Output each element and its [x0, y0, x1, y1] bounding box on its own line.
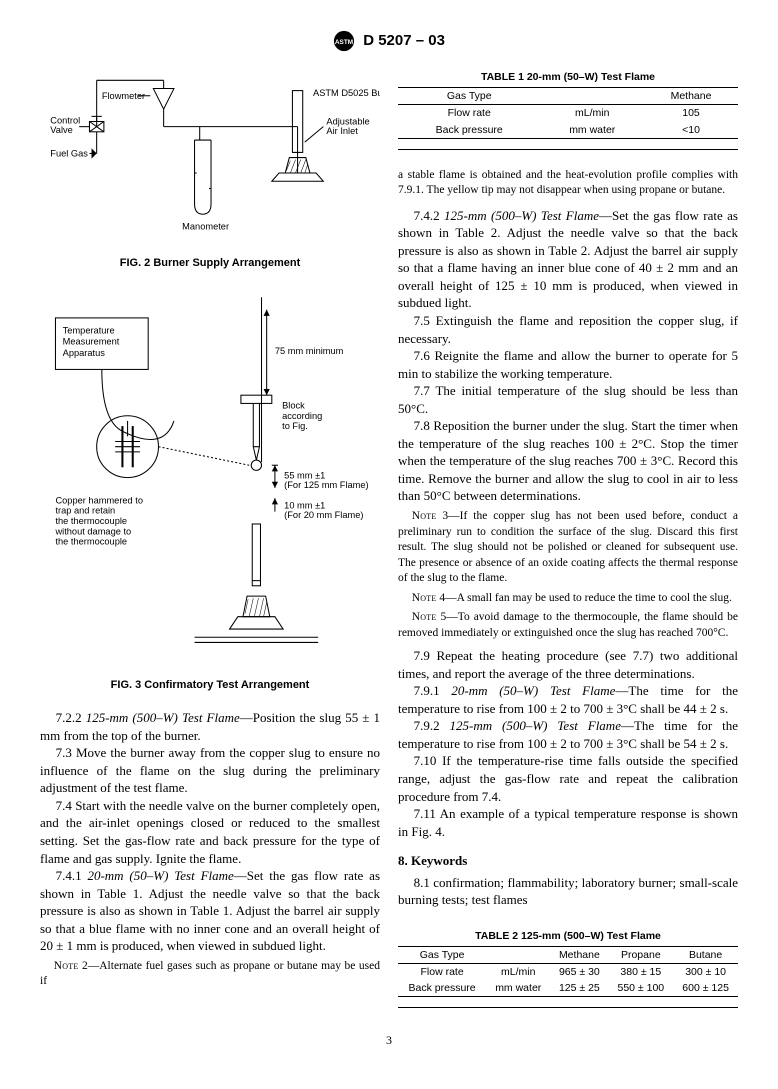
table2-r1c2: 125 ± 25 [550, 980, 608, 997]
table2-r1c1: mm water [486, 980, 550, 997]
section-8-head: 8. Keywords [398, 852, 738, 870]
para-7-9-2: 7.9.2 125-mm (500–W) Test Flame—The time… [398, 717, 738, 752]
table2-r1c0: Back pressure [398, 980, 486, 997]
table2-col0: Methane [550, 946, 608, 963]
para-7-6: 7.6 Reignite the flame and allow the bur… [398, 347, 738, 382]
note-2-cont: a stable flame is obtained and the heat-… [398, 168, 738, 199]
fig2-fuelgas-label: Fuel Gas [50, 149, 88, 159]
para-7-11: 7.11 An example of a typical temperature… [398, 805, 738, 840]
table1-r1c0: Back pressure [398, 122, 540, 139]
table1-rule [398, 149, 738, 150]
note-4: Note 4—A small fan may be used to reduce… [398, 591, 738, 607]
para-7-10: 7.10 If the temperature-rise time falls … [398, 752, 738, 805]
table-1: TABLE 1 20-mm (50–W) Test Flame Gas Type… [398, 70, 738, 139]
fig3-block-label1: Block [282, 400, 305, 410]
table1-r1c1: mm water [540, 122, 644, 139]
table2-r0c4: 300 ± 10 [673, 964, 738, 981]
table2-r0c3: 380 ± 15 [608, 964, 673, 981]
fig3-temp-label2: Measurement [63, 336, 120, 346]
fig2-airinlet-label2: Air Inlet [326, 126, 358, 136]
table2-col2: Butane [673, 946, 738, 963]
table2-col1: Propane [608, 946, 673, 963]
table1-gastype-label: Gas Type [398, 88, 540, 105]
table1-caption: TABLE 1 20-mm (50–W) Test Flame [398, 70, 738, 87]
table2-r1c4: 600 ± 125 [673, 980, 738, 997]
para-7-3: 7.3 Move the burner away from the copper… [40, 744, 380, 797]
fig3-55mm-label2: (For 125 mm Flame) [284, 479, 368, 489]
fig3-copper-note3: the thermocouple [55, 515, 127, 525]
right-column: TABLE 1 20-mm (50–W) Test Flame Gas Type… [398, 70, 738, 1008]
astm-logo-icon: ASTM [333, 30, 355, 52]
para-7-9-1: 7.9.1 20-mm (50–W) Test Flame—The time f… [398, 682, 738, 717]
table1-r0c2: 105 [644, 105, 738, 122]
table2-rule [398, 1007, 738, 1008]
table-2: TABLE 2 125-mm (500–W) Test Flame Gas Ty… [398, 929, 738, 998]
para-7-5: 7.5 Extinguish the flame and reposition … [398, 312, 738, 347]
fig2-valve-label2: Valve [50, 125, 73, 135]
left-column: Flowmeter Control Valve Fuel Gas [40, 70, 380, 1008]
fig3-temp-label3: Apparatus [63, 348, 106, 358]
fig3-caption: FIG. 3 Confirmatory Test Arrangement [40, 678, 380, 693]
fig3-copper-note2: trap and retain [55, 505, 115, 515]
doc-header: ASTM D 5207 – 03 [40, 30, 738, 52]
note-2: Note 2—Alternate fuel gases such as prop… [40, 959, 380, 990]
table1-r0c1: mL/min [540, 105, 644, 122]
table2-caption: TABLE 2 125-mm (500–W) Test Flame [398, 929, 738, 946]
para-7-9: 7.9 Repeat the heating procedure (see 7.… [398, 647, 738, 682]
para-7-4-2: 7.4.2 125-mm (500–W) Test Flame—Set the … [398, 207, 738, 312]
svg-text:ASTM: ASTM [335, 39, 353, 46]
table2-gastype-label: Gas Type [398, 946, 486, 963]
table1-r0c0: Flow rate [398, 105, 540, 122]
fig3-block-label2: according [282, 410, 322, 420]
fig3-block-label3: to Fig. [282, 421, 308, 431]
table1-col-methane: Methane [644, 88, 738, 105]
fig3-10mm-label2: (For 20 mm Flame) [284, 509, 363, 519]
table2-r0c1: mL/min [486, 964, 550, 981]
para-7-7: 7.7 The initial temperature of the slug … [398, 382, 738, 417]
table2-r0c2: 965 ± 30 [550, 964, 608, 981]
figure-3: Temperature Measurement Apparatus Copper… [40, 287, 380, 673]
table1-r1c2: <10 [644, 122, 738, 139]
fig3-75mm-label: 75 mm minimum [275, 345, 344, 355]
para-7-8: 7.8 Reposition the burner under the slug… [398, 417, 738, 505]
para-7-4-1: 7.4.1 20-mm (50–W) Test Flame—Set the ga… [40, 867, 380, 955]
fig3-temp-label1: Temperature [63, 325, 115, 335]
fig3-copper-note5: the thermocouple [55, 536, 127, 546]
fig2-astm-burn-label: ASTM D5025 Burn [313, 88, 380, 98]
fig2-manometer-label: Manometer [182, 222, 229, 232]
note-3: Note 3—If the copper slug has not been u… [398, 509, 738, 587]
fig2-caption: FIG. 2 Burner Supply Arrangement [40, 256, 380, 271]
figure-2: Flowmeter Control Valve Fuel Gas [40, 70, 380, 250]
para-7-4: 7.4 Start with the needle valve on the b… [40, 797, 380, 867]
table2-r1c3: 550 ± 100 [608, 980, 673, 997]
fig3-copper-note1: Copper hammered to [55, 495, 143, 505]
doc-id: D 5207 – 03 [363, 32, 445, 49]
para-7-2-2: 7.2.2 125-mm (500–W) Test Flame—Position… [40, 709, 380, 744]
para-8-1: 8.1 confirmation; flammability; laborato… [398, 874, 738, 909]
two-column-layout: Flowmeter Control Valve Fuel Gas [40, 70, 738, 1008]
fig3-copper-note4: without damage to [54, 526, 131, 536]
note-5: Note 5—To avoid damage to the thermocoup… [398, 610, 738, 641]
table2-r0c0: Flow rate [398, 964, 486, 981]
